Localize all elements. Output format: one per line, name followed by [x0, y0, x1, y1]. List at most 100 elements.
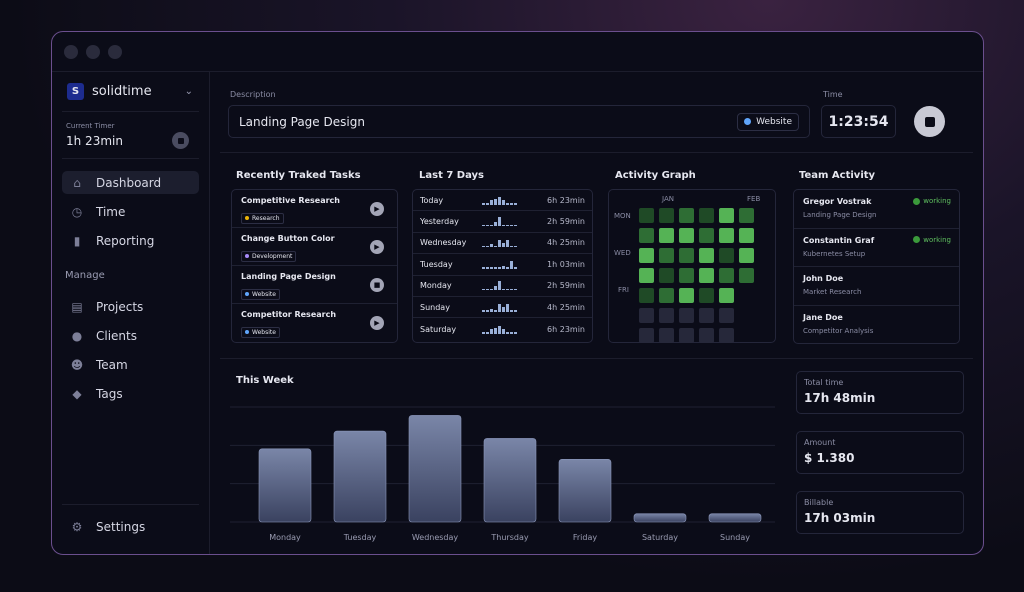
task-name: Landing Page Design	[241, 272, 336, 281]
spark-bar	[506, 203, 509, 205]
spark-bar	[510, 310, 513, 312]
task-project-badge: Website	[241, 288, 280, 300]
spark-bar	[506, 288, 509, 291]
chevron-down-icon: ⌄	[184, 86, 193, 97]
stop-timer-button[interactable]	[172, 132, 189, 149]
spark-bar	[510, 332, 513, 334]
main-content: Description Landing Page Design Website …	[210, 72, 983, 554]
spark-bar	[502, 265, 505, 269]
activity-cell	[739, 208, 754, 223]
project-selector[interactable]: Website	[737, 112, 799, 131]
chart-icon: ▮	[73, 233, 81, 248]
day-duration: 4h 25min	[547, 238, 585, 248]
spark-bar	[510, 261, 513, 269]
stop-task-button[interactable]: ■	[370, 278, 384, 292]
spark-bar	[502, 307, 505, 312]
activity-cell	[719, 288, 734, 303]
x-tick-label: Tuesday	[343, 533, 377, 542]
activity-cell	[659, 328, 674, 343]
play-task-button[interactable]: ▶	[370, 316, 384, 330]
activity-cell	[679, 248, 694, 263]
time-input[interactable]: 1:23:54	[821, 105, 896, 138]
sidebar-item-time[interactable]: ◷ Time	[62, 200, 199, 223]
sidebar-item-team[interactable]: ☻ Team	[62, 353, 199, 376]
project-color-dot	[245, 330, 249, 334]
sidebar-item-reporting[interactable]: ▮ Reporting	[62, 229, 199, 252]
task-project: Website	[252, 290, 276, 298]
window-minimize-button[interactable]	[86, 44, 100, 59]
month-label: FEB	[747, 195, 761, 203]
activity-cell	[679, 328, 694, 343]
window-maximize-button[interactable]	[108, 44, 122, 59]
activity-cell	[659, 228, 674, 243]
x-tick-label: Wednesday	[412, 533, 459, 542]
activity-cell	[719, 248, 734, 263]
stat-label: Amount	[804, 438, 836, 447]
day-row: Tuesday 1h 03min	[413, 254, 592, 276]
project-color-dot	[245, 254, 249, 258]
window-close-button[interactable]	[64, 44, 78, 59]
bar-saturday	[633, 513, 687, 523]
description-input[interactable]: Landing Page Design Website	[228, 105, 810, 138]
sidebar-item-settings[interactable]: ⚙ Settings	[62, 515, 199, 538]
member-task: Competitor Analysis	[803, 326, 874, 335]
task-project-badge: Website	[241, 326, 280, 338]
spark-bar	[486, 288, 489, 291]
status-text: working	[923, 197, 951, 205]
stat-label: Total time	[804, 378, 844, 387]
bar-thursday	[483, 438, 537, 523]
activity-cell	[739, 228, 754, 243]
activity-cell	[699, 328, 714, 343]
spark-bar	[514, 310, 517, 312]
team-member-row: John Doe Market Research	[794, 267, 959, 306]
stop-timer-main-button[interactable]	[914, 106, 945, 137]
org-switcher[interactable]: S solidtime ⌄	[62, 72, 199, 112]
team-member-row: Constantin Graf Kubernetes Setup working	[794, 229, 959, 267]
activity-cell	[659, 248, 674, 263]
bar-friday	[558, 458, 612, 523]
sidebar-item-tags[interactable]: ◆ Tags	[62, 382, 199, 405]
day-duration: 4h 25min	[547, 302, 585, 312]
stat-card: Amount $ 1.380	[796, 431, 964, 474]
description-value: Landing Page Design	[239, 114, 365, 129]
activity-cell	[639, 228, 654, 243]
day-name: Yesterday	[420, 217, 459, 227]
last7-title: Last 7 Days	[419, 170, 484, 181]
sidebar-item-clients[interactable]: ● Clients	[62, 324, 199, 347]
sidebar-item-dashboard[interactable]: ⌂ Dashboard	[62, 171, 199, 194]
spark-bar	[482, 310, 485, 312]
stat-card: Billable 17h 03min	[796, 491, 964, 534]
spark-bar	[506, 224, 509, 227]
time-label: Time	[823, 90, 843, 99]
task-name: Competitive Research	[241, 196, 340, 205]
this-week-chart: Monday Tuesday Wednesday Thursday Friday Satu…	[230, 406, 775, 542]
spark-bar	[510, 288, 513, 291]
status-dot-icon	[913, 236, 921, 243]
spark-bar	[494, 285, 497, 291]
member-task: Market Research	[803, 288, 862, 296]
play-task-button[interactable]: ▶	[370, 202, 384, 216]
spark-bar	[490, 244, 493, 248]
sidebar-item-projects[interactable]: ▤ Projects	[62, 295, 199, 318]
sidebar-item-label: Reporting	[96, 233, 155, 248]
current-timer-label: Current Timer	[66, 122, 115, 130]
day-label: WED	[614, 249, 631, 257]
activity-cell	[659, 208, 674, 223]
sparkline	[482, 238, 532, 248]
bar-monday	[258, 448, 312, 523]
x-tick-label: Monday	[269, 533, 301, 542]
spark-bar	[486, 267, 489, 269]
activity-cell	[679, 268, 694, 283]
spark-bar	[514, 224, 517, 227]
play-task-button[interactable]: ▶	[370, 240, 384, 254]
spark-bar	[498, 197, 501, 205]
spark-bar	[486, 310, 489, 312]
activity-graph: JAN FEB MON WED FRI	[608, 189, 776, 343]
sidebar-item-label: Projects	[96, 299, 144, 314]
tag-icon: ◆	[72, 386, 82, 401]
task-project: Development	[252, 252, 293, 260]
spark-bar	[506, 239, 509, 248]
spark-bar	[490, 308, 493, 312]
sparkline	[482, 303, 532, 312]
activity-cell	[719, 268, 734, 283]
